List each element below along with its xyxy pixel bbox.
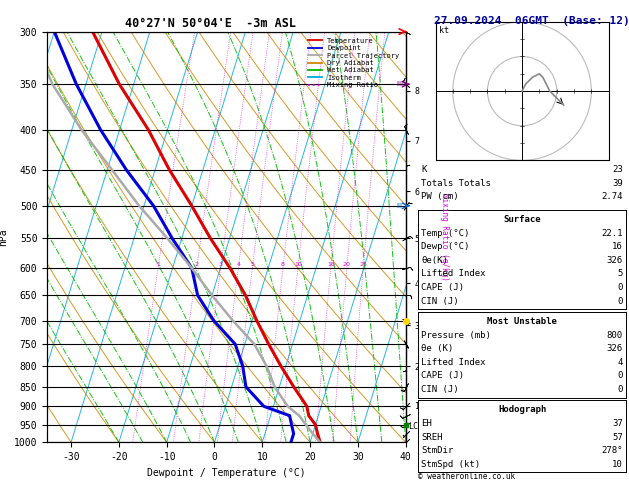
Text: 16: 16 xyxy=(327,262,335,267)
Text: Pressure (mb): Pressure (mb) xyxy=(421,330,491,340)
Text: 57: 57 xyxy=(612,433,623,442)
Text: 39: 39 xyxy=(612,179,623,188)
Text: © weatheronline.co.uk: © weatheronline.co.uk xyxy=(418,472,515,481)
Text: CAPE (J): CAPE (J) xyxy=(421,371,464,381)
Text: III: III xyxy=(396,203,402,209)
Text: SREH: SREH xyxy=(421,433,443,442)
Text: 3: 3 xyxy=(219,262,223,267)
Text: CIN (J): CIN (J) xyxy=(421,385,459,394)
Text: EH: EH xyxy=(421,419,432,428)
Text: 2: 2 xyxy=(195,262,199,267)
Text: StmSpd (kt): StmSpd (kt) xyxy=(421,460,481,469)
Text: Dewp (°C): Dewp (°C) xyxy=(421,242,470,251)
Text: PW (cm): PW (cm) xyxy=(421,192,459,201)
Text: 10: 10 xyxy=(294,262,302,267)
Text: Mixing Ratio (g/kg): Mixing Ratio (g/kg) xyxy=(440,193,449,281)
Text: StmDir: StmDir xyxy=(421,446,454,455)
Text: Totals Totals: Totals Totals xyxy=(421,179,491,188)
Y-axis label: km
ASL: km ASL xyxy=(429,237,444,256)
Text: 800: 800 xyxy=(606,330,623,340)
Text: 10: 10 xyxy=(612,460,623,469)
Y-axis label: hPa: hPa xyxy=(0,228,8,246)
Text: 23: 23 xyxy=(612,165,623,174)
Text: 326: 326 xyxy=(606,256,623,265)
Text: 278°: 278° xyxy=(601,446,623,455)
Text: 0: 0 xyxy=(617,296,623,306)
Text: 0: 0 xyxy=(617,283,623,292)
Text: 8: 8 xyxy=(281,262,285,267)
Text: LCL: LCL xyxy=(408,422,423,431)
Text: 5: 5 xyxy=(617,269,623,278)
Text: 0: 0 xyxy=(617,371,623,381)
Text: 16: 16 xyxy=(612,242,623,251)
Text: 0: 0 xyxy=(617,385,623,394)
Text: 5: 5 xyxy=(250,262,254,267)
Text: 2.74: 2.74 xyxy=(601,192,623,201)
Text: Lifted Index: Lifted Index xyxy=(421,269,486,278)
Text: 1: 1 xyxy=(156,262,160,267)
Text: θe (K): θe (K) xyxy=(421,344,454,353)
X-axis label: Dewpoint / Temperature (°C): Dewpoint / Temperature (°C) xyxy=(147,468,306,478)
Text: IIII: IIII xyxy=(396,81,404,87)
Text: Temp (°C): Temp (°C) xyxy=(421,228,470,238)
Text: 37: 37 xyxy=(612,419,623,428)
Text: 40°27'N 50°04'E  -3m ASL: 40°27'N 50°04'E -3m ASL xyxy=(125,17,296,30)
Text: 4: 4 xyxy=(617,358,623,367)
Text: Lifted Index: Lifted Index xyxy=(421,358,486,367)
Text: 20: 20 xyxy=(343,262,351,267)
Text: Hodograph: Hodograph xyxy=(498,405,546,415)
Text: CAPE (J): CAPE (J) xyxy=(421,283,464,292)
Text: 4: 4 xyxy=(237,262,240,267)
Text: K: K xyxy=(421,165,427,174)
Text: CIN (J): CIN (J) xyxy=(421,296,459,306)
Text: Surface: Surface xyxy=(503,215,541,224)
Text: Most Unstable: Most Unstable xyxy=(487,317,557,326)
Text: 25: 25 xyxy=(359,262,367,267)
Text: 326: 326 xyxy=(606,344,623,353)
Text: 22.1: 22.1 xyxy=(601,228,623,238)
Legend: Temperature, Dewpoint, Parcel Trajectory, Dry Adiabat, Wet Adiabat, Isotherm, Mi: Temperature, Dewpoint, Parcel Trajectory… xyxy=(305,35,402,91)
Text: kt: kt xyxy=(439,26,449,35)
Text: θe(K): θe(K) xyxy=(421,256,448,265)
Text: 27.09.2024  06GMT  (Base: 12): 27.09.2024 06GMT (Base: 12) xyxy=(433,16,629,26)
